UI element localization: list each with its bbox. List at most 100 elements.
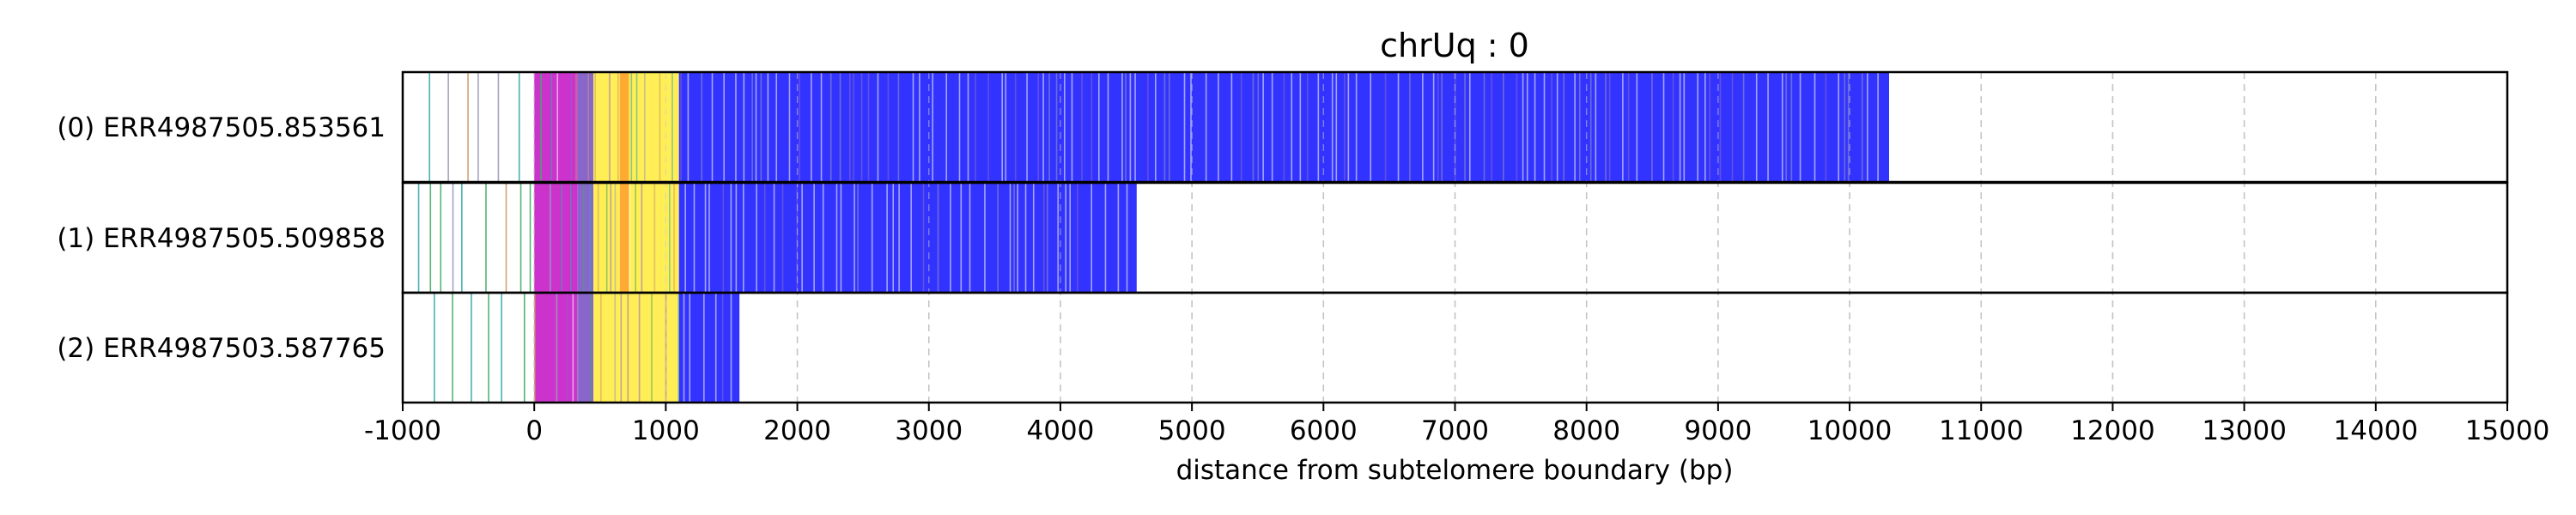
motif-stripe (860, 72, 863, 182)
motif-stripe (919, 72, 920, 182)
motif-stripe (1441, 72, 1443, 182)
read-row-2 (434, 293, 740, 403)
read-row-1 (417, 183, 1137, 293)
motif-stripe (1867, 72, 1868, 182)
motif-stripe (1679, 72, 1681, 182)
motif-stripe (1651, 72, 1653, 182)
x-tick-label-1: 0 (526, 415, 543, 446)
motif-stripe (1291, 72, 1293, 182)
motif-stripe (1240, 72, 1242, 182)
motif-stripe (1147, 72, 1149, 182)
motif-stripe (1134, 72, 1136, 182)
motif-stripe (452, 183, 454, 293)
motif-stripe (1563, 72, 1565, 182)
motif-stripe (735, 72, 737, 182)
motif-stripe (1709, 72, 1711, 182)
motif-stripe (840, 183, 842, 293)
motif-stripe (614, 293, 617, 403)
motif-stripe (1551, 72, 1552, 182)
motif-stripe (485, 183, 487, 293)
motif-stripe (1155, 72, 1157, 182)
motif-stripe (501, 293, 502, 403)
motif-stripe (1464, 72, 1466, 182)
motif-stripe (1355, 72, 1358, 182)
motif-stripe (984, 183, 986, 293)
motif-stripe (1731, 72, 1734, 182)
x-axis-label: distance from subtelomere boundary (bp) (1176, 455, 1734, 486)
motif-stripe (594, 72, 596, 182)
motif-stripe (756, 183, 757, 293)
motif-stripe (1672, 72, 1674, 182)
plot-frames (401, 70, 2509, 404)
motif-stripe (714, 293, 717, 403)
motif-stripe (1168, 72, 1170, 182)
motif-stripe (589, 183, 592, 293)
motif-stripe (839, 72, 841, 182)
motif-stripes-2 (434, 293, 732, 403)
motif-stripe (1117, 183, 1120, 293)
motif-stripe (898, 183, 900, 293)
motif-stripe (1370, 72, 1372, 182)
motif-stripe (629, 183, 631, 293)
x-tick-label-13: 12000 (2070, 415, 2155, 446)
motif-stripe (969, 183, 971, 293)
motif-stripe (950, 183, 951, 293)
motif-stripe (488, 293, 489, 403)
motif-stripe (1129, 72, 1132, 182)
x-tick-label-0: -1000 (364, 415, 441, 446)
motif-stripe (1589, 72, 1592, 182)
motif-stripe (760, 72, 762, 182)
motif-stripe (1543, 72, 1546, 182)
motif-stripe (677, 293, 679, 403)
motif-stripe (1064, 72, 1066, 182)
motif-stripe (1861, 72, 1863, 182)
motif-stripe (1838, 72, 1840, 182)
motif-stripe (550, 72, 553, 182)
motif-stripe (1065, 183, 1067, 293)
motif-stripe (1790, 72, 1793, 182)
motif-stripe (1847, 72, 1850, 182)
motif-stripe (853, 72, 854, 182)
motif-stripe (556, 72, 559, 182)
motif-stripe (556, 293, 558, 403)
motif-stripe (1627, 72, 1630, 182)
motif-stripe (1042, 72, 1044, 182)
motif-stripe (912, 72, 914, 182)
motif-stripe (1042, 183, 1045, 293)
motif-stripe (987, 72, 989, 182)
segment-2-3 (593, 293, 679, 403)
motif-stripe (1017, 183, 1018, 293)
motif-stripe (796, 183, 799, 293)
motif-stripe (1814, 72, 1816, 182)
motif-stripe (1032, 183, 1035, 293)
x-tick-label-10: 9000 (1684, 415, 1752, 446)
x-tick-label-16: 15000 (2465, 415, 2550, 446)
motif-stripe (1183, 72, 1186, 182)
motif-stripe (1556, 72, 1558, 182)
motif-stripe (1026, 72, 1028, 182)
motif-stripe (1574, 72, 1576, 182)
motif-stripe (567, 293, 569, 403)
motif-stripe (835, 183, 838, 293)
motif-stripe (822, 183, 824, 293)
motif-stripe (1163, 72, 1166, 182)
motif-stripe (1091, 72, 1093, 182)
motif-stripe (1683, 72, 1686, 182)
motif-stripe (1844, 72, 1846, 182)
motif-stripe (1605, 72, 1607, 182)
segment-1-4 (619, 183, 629, 293)
motif-stripe (572, 293, 574, 403)
x-tick-label-14: 13000 (2202, 415, 2287, 446)
motif-stripe (892, 183, 895, 293)
motif-stripe (711, 72, 714, 182)
motif-stripe (614, 183, 617, 293)
motif-stripe (497, 72, 500, 182)
motif-stripe (857, 183, 859, 293)
motif-stripe (937, 183, 939, 293)
motif-stripe (975, 72, 976, 182)
motif-stripe (429, 183, 432, 293)
motif-stripe (1024, 183, 1027, 293)
motif-stripe (1230, 72, 1233, 182)
motif-stripe (743, 72, 745, 182)
motif-stripe (693, 183, 696, 293)
